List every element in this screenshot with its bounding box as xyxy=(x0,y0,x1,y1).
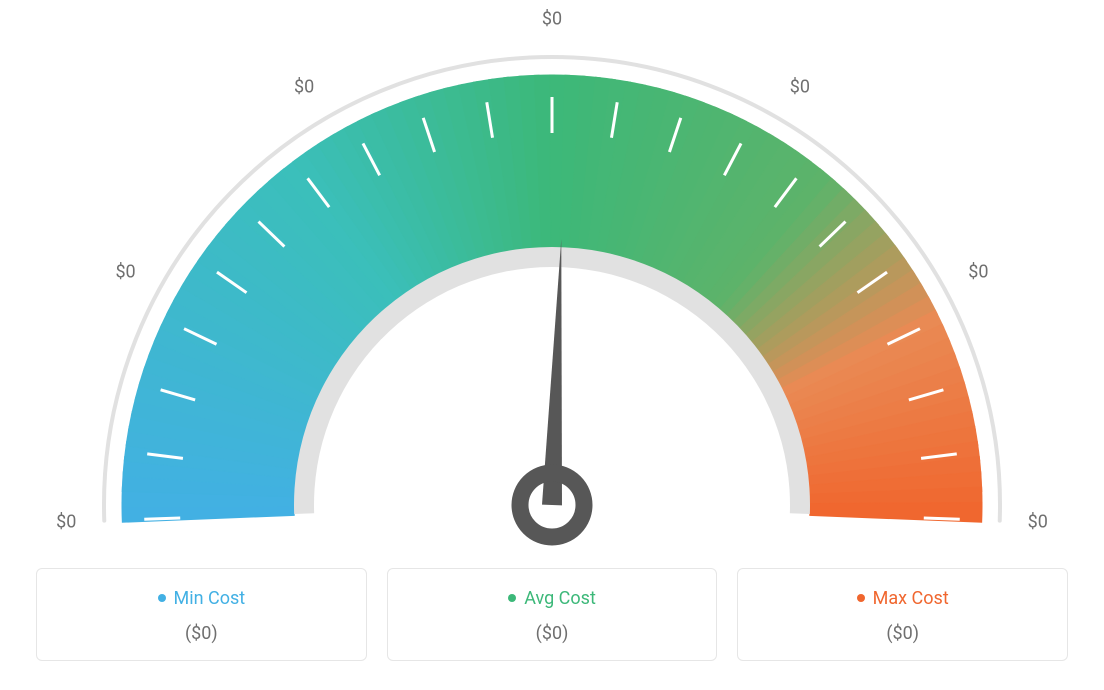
gauge-tick-label: $0 xyxy=(56,511,76,532)
legend-title-text: Avg Cost xyxy=(524,588,596,609)
gauge-tick-label: $0 xyxy=(294,76,314,97)
gauge-tick-label: $0 xyxy=(1028,511,1048,532)
legend-title-max: Max Cost xyxy=(857,588,949,609)
gauge-tick-label: $0 xyxy=(790,76,810,97)
legend-title-min: Min Cost xyxy=(158,588,246,609)
legend-value-avg: ($0) xyxy=(398,623,707,644)
bullet-icon xyxy=(857,594,865,602)
legend-row: Min Cost ($0) Avg Cost ($0) Max Cost ($0… xyxy=(36,568,1068,661)
bullet-icon xyxy=(158,594,166,602)
gauge-tick-label: $0 xyxy=(968,261,988,282)
legend-card-avg: Avg Cost ($0) xyxy=(387,568,718,661)
legend-card-min: Min Cost ($0) xyxy=(36,568,367,661)
gauge-tick-label: $0 xyxy=(542,9,562,30)
gauge-tick-label: $0 xyxy=(115,261,135,282)
legend-value-min: ($0) xyxy=(47,623,356,644)
bullet-icon xyxy=(508,594,516,602)
legend-title-text: Max Cost xyxy=(873,588,949,609)
gauge-chart: $0 $0 $0 $0 $0 $0 $0 xyxy=(0,0,1104,560)
gauge-svg xyxy=(0,0,1104,560)
legend-title-text: Min Cost xyxy=(174,588,246,609)
legend-title-avg: Avg Cost xyxy=(508,588,596,609)
legend-value-max: ($0) xyxy=(748,623,1057,644)
legend-card-max: Max Cost ($0) xyxy=(737,568,1068,661)
